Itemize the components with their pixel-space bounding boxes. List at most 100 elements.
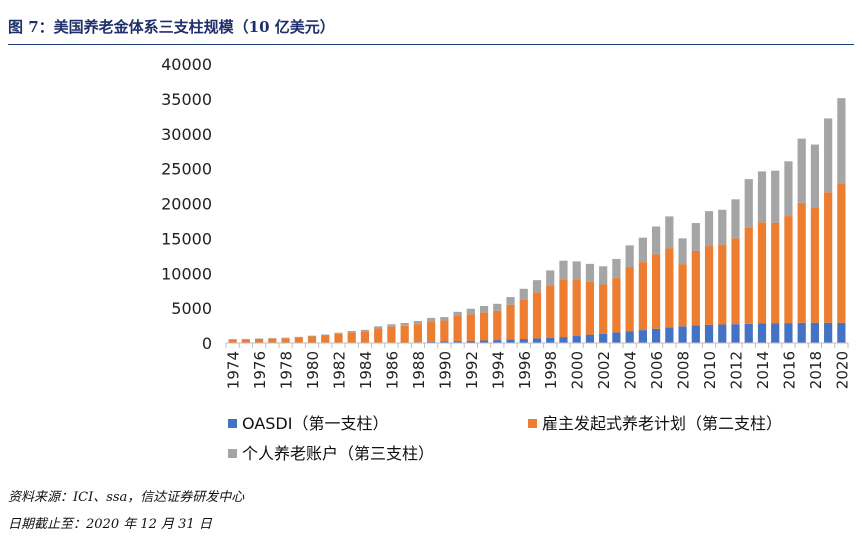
bar-employer-2005 — [638, 262, 647, 331]
y-tick-label: 35000 — [161, 90, 212, 109]
bar-employer-2012 — [731, 238, 740, 325]
bar-employer-1996 — [519, 299, 528, 340]
bar-employer-1985 — [374, 328, 383, 343]
bar-oasdi-1991 — [453, 341, 462, 343]
bar-individual-1994 — [493, 303, 502, 311]
bar-employer-2006 — [652, 254, 661, 329]
bar-employer-1975 — [241, 339, 250, 343]
x-tick-label: 2020 — [833, 351, 851, 389]
bar-individual-1981 — [321, 334, 330, 336]
figure-title: 图 7：美国养老金体系三支柱规模（10 亿美元） — [8, 16, 854, 45]
bar-oasdi-2014 — [757, 323, 767, 343]
bar-oasdi-2015 — [771, 323, 780, 343]
x-tick-label: 2012 — [728, 351, 746, 389]
legend-label-oasdi: OASDI（第一支柱） — [242, 414, 389, 433]
bar-individual-1996 — [519, 288, 528, 300]
bar-individual-1999 — [559, 260, 568, 280]
x-tick-label: 2004 — [622, 351, 640, 389]
bar-employer-1977 — [268, 338, 277, 343]
bar-employer-1981 — [321, 335, 330, 343]
bar-employer-2003 — [612, 278, 621, 333]
x-tick-label: 1998 — [542, 351, 560, 389]
bar-individual-1986 — [387, 324, 396, 327]
x-tick-label: 1978 — [278, 351, 296, 389]
bar-employer-2008 — [678, 264, 687, 327]
bar-employer-2007 — [665, 248, 674, 328]
bar-employer-1999 — [559, 279, 568, 338]
bar-employer-1992 — [466, 314, 475, 341]
x-tick-label: 1984 — [357, 351, 375, 389]
bar-employer-1987 — [400, 325, 409, 343]
x-tick-label: 1994 — [489, 351, 507, 389]
bar-employer-1984 — [360, 331, 370, 343]
x-tick-label: 2014 — [754, 351, 772, 389]
bar-employer-2011 — [718, 244, 727, 325]
x-tick-label: 2000 — [569, 351, 587, 389]
bar-employer-2001 — [585, 281, 595, 335]
bar-employer-2018 — [810, 208, 820, 323]
bar-oasdi-1998 — [546, 337, 555, 343]
bar-oasdi-2007 — [665, 327, 674, 343]
bar-individual-2012 — [731, 199, 740, 239]
x-tick-label: 2016 — [780, 351, 798, 389]
legend-swatch-individual — [228, 449, 237, 458]
y-tick-label: 5000 — [171, 299, 212, 318]
bar-individual-2003 — [612, 258, 621, 279]
bar-oasdi-2011 — [718, 324, 727, 343]
bar-individual-2013 — [744, 179, 753, 228]
x-tick-label: 1996 — [516, 351, 534, 389]
bar-individual-1983 — [347, 330, 356, 333]
legend-swatch-employer — [528, 419, 537, 428]
y-tick-label: 25000 — [161, 160, 212, 179]
y-tick-label: 0 — [202, 334, 212, 353]
x-tick-label: 2008 — [675, 351, 693, 389]
bar-oasdi-2013 — [744, 323, 753, 343]
bar-employer-2002 — [599, 284, 608, 334]
bar-employer-1998 — [546, 285, 555, 338]
bar-oasdi-2009 — [691, 325, 700, 343]
bar-individual-2017 — [797, 138, 806, 203]
bar-employer-1980 — [307, 336, 317, 343]
bar-employer-2004 — [625, 266, 634, 332]
bar-employer-2019 — [824, 192, 833, 323]
bar-individual-1993 — [479, 305, 489, 313]
bar-individual-2001 — [585, 263, 595, 282]
legend-swatch-oasdi — [228, 419, 237, 428]
bar-employer-1976 — [254, 338, 264, 343]
bar-individual-2010 — [704, 211, 714, 247]
bar-individual-2006 — [652, 226, 661, 255]
y-tick-label: 30000 — [161, 125, 212, 144]
x-tick-label: 1988 — [410, 351, 428, 389]
legend-label-individual: 个人养老账户（第三支柱） — [242, 444, 435, 463]
bar-individual-2014 — [757, 171, 767, 223]
bar-employer-2015 — [771, 222, 780, 324]
y-tick-label: 15000 — [161, 229, 212, 248]
bar-employer-1983 — [347, 332, 356, 343]
x-tick-label: 1982 — [330, 351, 348, 389]
bar-individual-1995 — [506, 297, 515, 305]
bar-employer-1990 — [440, 320, 449, 342]
bar-employer-2017 — [797, 202, 806, 323]
bar-oasdi-1990 — [440, 341, 449, 343]
x-tick-label: 2006 — [648, 351, 666, 389]
bar-individual-2007 — [665, 216, 674, 249]
bar-employer-1994 — [493, 310, 502, 341]
x-tick-label: 2010 — [701, 351, 719, 389]
bar-employer-1986 — [387, 326, 396, 343]
bar-individual-2002 — [599, 266, 608, 285]
bar-individual-1982 — [334, 332, 343, 334]
x-tick-label: 1974 — [225, 351, 243, 389]
x-axis: 1974 1976 1978 1980 1982 1984 1986 1988 1990 1992… — [225, 342, 851, 389]
bar-oasdi-1993 — [479, 340, 489, 343]
bar-oasdi-2020 — [837, 322, 846, 343]
bar-oasdi-1989 — [427, 341, 436, 343]
bar-oasdi-1999 — [559, 337, 568, 343]
bar-oasdi-2000 — [572, 336, 581, 343]
bar-individual-1978 — [281, 337, 290, 339]
bar-individual-2015 — [771, 170, 780, 223]
bar-employer-1982 — [334, 333, 343, 343]
bar-oasdi-2010 — [704, 324, 714, 343]
bar-oasdi-2006 — [652, 328, 661, 343]
bar-individual-1979 — [294, 336, 303, 338]
